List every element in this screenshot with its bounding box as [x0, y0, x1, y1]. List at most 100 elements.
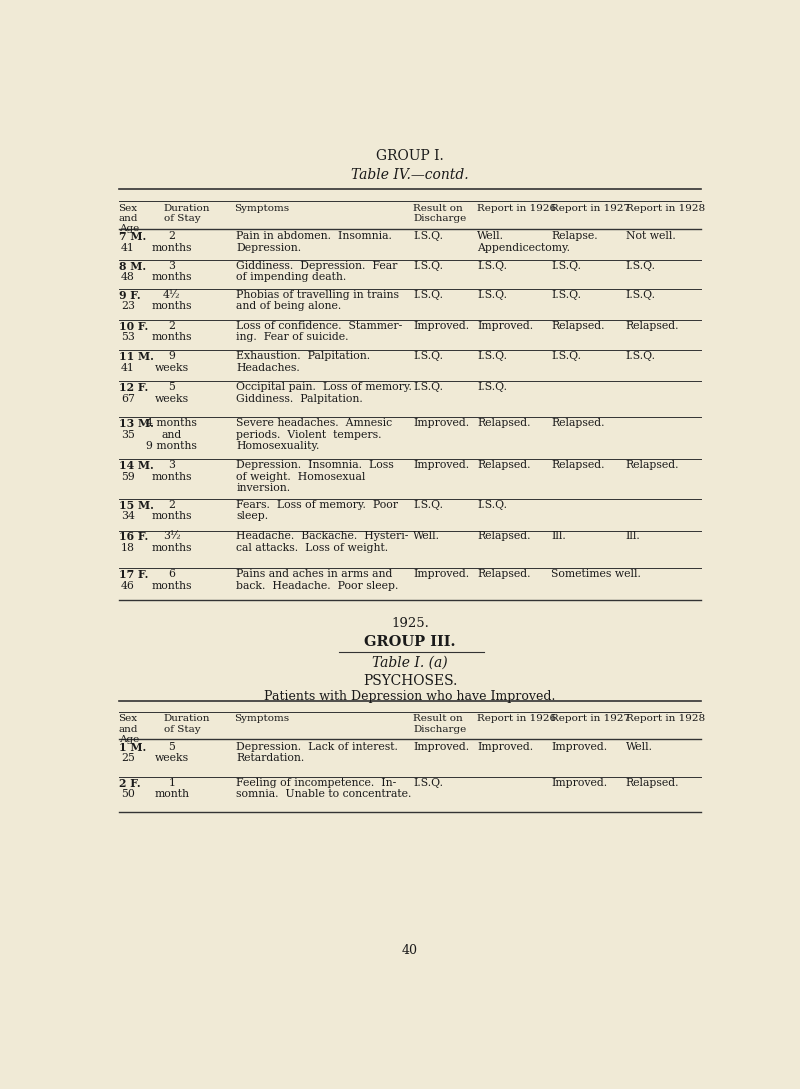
Text: Feeling of incompetence.  In-: Feeling of incompetence. In- — [237, 778, 397, 788]
Text: I.S.Q.: I.S.Q. — [413, 231, 443, 242]
Text: Improved.: Improved. — [413, 742, 470, 752]
Text: 23: 23 — [121, 302, 135, 311]
Text: months: months — [152, 542, 192, 553]
Text: Table IV.—contd.: Table IV.—contd. — [351, 168, 469, 182]
Text: Pain in abdomen.  Insomnia.: Pain in abdomen. Insomnia. — [237, 231, 392, 242]
Text: 10 F.: 10 F. — [118, 321, 148, 332]
Text: 16 F.: 16 F. — [118, 531, 148, 542]
Text: 53: 53 — [121, 332, 135, 342]
Text: 5: 5 — [169, 382, 175, 392]
Text: Loss of confidence.  Stammer-: Loss of confidence. Stammer- — [237, 321, 402, 331]
Text: periods.  Violent  tempers.: periods. Violent tempers. — [237, 430, 382, 440]
Text: Symptoms: Symptoms — [234, 714, 289, 723]
Text: Homosexuality.: Homosexuality. — [237, 441, 320, 451]
Text: Relapsed.: Relapsed. — [477, 570, 530, 579]
Text: Well.: Well. — [413, 531, 440, 541]
Text: 2 F.: 2 F. — [118, 778, 140, 790]
Text: somnia.  Unable to concentrate.: somnia. Unable to concentrate. — [237, 790, 412, 799]
Text: ing.  Fear of suicide.: ing. Fear of suicide. — [237, 332, 349, 342]
Text: 14 M.: 14 M. — [118, 461, 154, 472]
Text: 2: 2 — [169, 500, 175, 510]
Text: Headache.  Backache.  Hysteri-: Headache. Backache. Hysteri- — [237, 531, 409, 541]
Text: 40: 40 — [402, 944, 418, 957]
Text: I.S.Q.: I.S.Q. — [477, 260, 507, 271]
Text: 17 F.: 17 F. — [118, 570, 148, 580]
Text: Improved.: Improved. — [413, 321, 470, 331]
Text: 3: 3 — [169, 260, 175, 271]
Text: weeks: weeks — [155, 393, 189, 404]
Text: Giddiness.  Depression.  Fear: Giddiness. Depression. Fear — [237, 260, 398, 271]
Text: Depression.  Lack of interest.: Depression. Lack of interest. — [237, 742, 398, 752]
Text: Result on
Discharge: Result on Discharge — [413, 204, 466, 223]
Text: I.S.Q.: I.S.Q. — [477, 352, 507, 362]
Text: Relapsed.: Relapsed. — [551, 418, 605, 428]
Text: 9 F.: 9 F. — [118, 290, 140, 301]
Text: Relapsed.: Relapsed. — [626, 461, 679, 470]
Text: Not well.: Not well. — [626, 231, 675, 242]
Text: Pains and aches in arms and: Pains and aches in arms and — [237, 570, 393, 579]
Text: 1 M.: 1 M. — [118, 742, 146, 752]
Text: Depression.: Depression. — [237, 243, 302, 253]
Text: Exhaustion.  Palpitation.: Exhaustion. Palpitation. — [237, 352, 370, 362]
Text: month: month — [154, 790, 190, 799]
Text: 1: 1 — [169, 778, 175, 788]
Text: Well.: Well. — [477, 231, 504, 242]
Text: 9 months: 9 months — [146, 441, 198, 451]
Text: Ill.: Ill. — [551, 531, 566, 541]
Text: Relapsed.: Relapsed. — [626, 778, 679, 788]
Text: Giddiness.  Palpitation.: Giddiness. Palpitation. — [237, 393, 363, 404]
Text: Improved.: Improved. — [477, 321, 533, 331]
Text: 35: 35 — [121, 430, 135, 440]
Text: I.S.Q.: I.S.Q. — [413, 260, 443, 271]
Text: GROUP III.: GROUP III. — [364, 636, 456, 649]
Text: Table I. (a): Table I. (a) — [372, 656, 448, 670]
Text: months: months — [152, 511, 192, 521]
Text: weeks: weeks — [155, 363, 189, 372]
Text: Relapsed.: Relapsed. — [626, 321, 679, 331]
Text: Report in 1927: Report in 1927 — [551, 204, 630, 212]
Text: 34: 34 — [121, 511, 135, 521]
Text: 48: 48 — [121, 272, 135, 282]
Text: 1925.: 1925. — [391, 617, 429, 631]
Text: 7 M.: 7 M. — [118, 231, 146, 243]
Text: months: months — [152, 243, 192, 253]
Text: Report in 1928: Report in 1928 — [626, 204, 705, 212]
Text: months: months — [152, 332, 192, 342]
Text: I.S.Q.: I.S.Q. — [413, 352, 443, 362]
Text: I.S.Q.: I.S.Q. — [477, 290, 507, 299]
Text: I.S.Q.: I.S.Q. — [626, 352, 656, 362]
Text: Patients with Depression who have Improved.: Patients with Depression who have Improv… — [264, 690, 556, 703]
Text: 46: 46 — [121, 580, 135, 590]
Text: Sex
and
Age: Sex and Age — [118, 714, 139, 744]
Text: Duration
of Stay: Duration of Stay — [164, 714, 210, 734]
Text: months: months — [152, 580, 192, 590]
Text: Relapsed.: Relapsed. — [477, 418, 530, 428]
Text: I.S.Q.: I.S.Q. — [413, 382, 443, 392]
Text: 15 M.: 15 M. — [118, 500, 154, 511]
Text: I.S.Q.: I.S.Q. — [626, 290, 656, 299]
Text: inversion.: inversion. — [237, 482, 290, 493]
Text: weeks: weeks — [155, 754, 189, 763]
Text: I.S.Q.: I.S.Q. — [413, 290, 443, 299]
Text: 50: 50 — [121, 790, 135, 799]
Text: Result on
Discharge: Result on Discharge — [413, 714, 466, 734]
Text: Improved.: Improved. — [551, 742, 607, 752]
Text: 12 F.: 12 F. — [118, 382, 148, 393]
Text: Report in 1927: Report in 1927 — [551, 714, 630, 723]
Text: Retardation.: Retardation. — [237, 754, 305, 763]
Text: 4½: 4½ — [163, 290, 181, 299]
Text: months: months — [152, 272, 192, 282]
Text: Relapsed.: Relapsed. — [477, 461, 530, 470]
Text: Report in 1928: Report in 1928 — [626, 714, 705, 723]
Text: I.S.Q.: I.S.Q. — [626, 260, 656, 271]
Text: and of being alone.: and of being alone. — [237, 302, 342, 311]
Text: I.S.Q.: I.S.Q. — [413, 778, 443, 788]
Text: Improved.: Improved. — [413, 570, 470, 579]
Text: Phobias of travelling in trains: Phobias of travelling in trains — [237, 290, 399, 299]
Text: GROUP I.: GROUP I. — [376, 149, 444, 163]
Text: Sex
and
Age: Sex and Age — [118, 204, 139, 233]
Text: 4 months: 4 months — [146, 418, 198, 428]
Text: Improved.: Improved. — [477, 742, 533, 752]
Text: 59: 59 — [121, 472, 135, 481]
Text: months: months — [152, 302, 192, 311]
